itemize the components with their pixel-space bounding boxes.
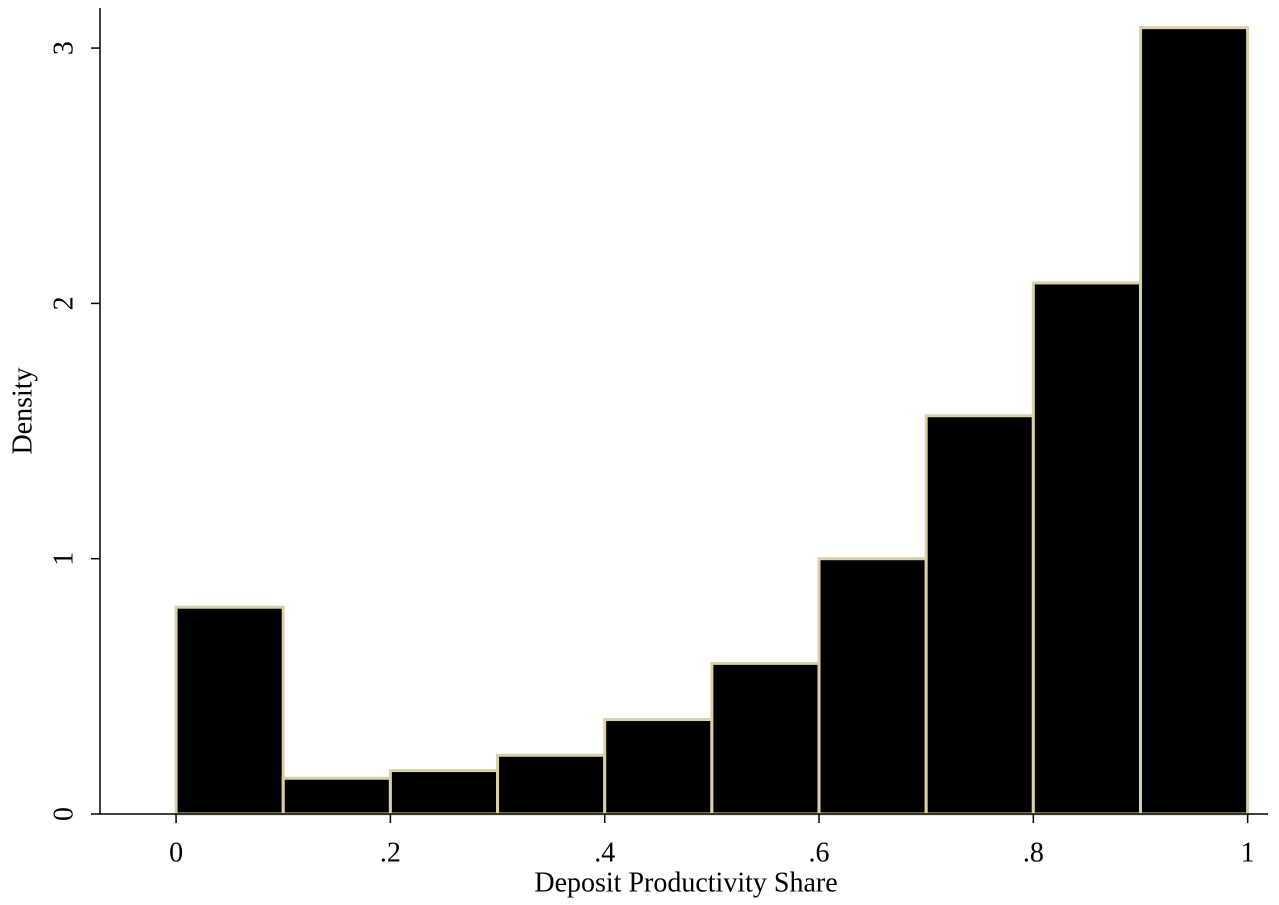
bar xyxy=(388,769,500,816)
x-tick-label: .6 xyxy=(809,837,830,868)
x-tick-label: .4 xyxy=(594,837,615,868)
y-tick-label: 0 xyxy=(48,807,79,821)
y-tick-label: 1 xyxy=(48,552,79,566)
bar xyxy=(817,557,928,816)
bar xyxy=(281,776,392,816)
bar xyxy=(1031,281,1142,816)
bar xyxy=(710,661,821,816)
x-tick-label: 1 xyxy=(1241,837,1255,868)
y-tick-label: 2 xyxy=(48,296,79,310)
bar xyxy=(496,753,607,816)
y-tick-label: 3 xyxy=(48,41,79,55)
bar xyxy=(174,605,285,816)
y-axis-title: Density xyxy=(7,367,38,454)
bar xyxy=(1138,26,1250,816)
x-tick-label: .2 xyxy=(380,837,401,868)
x-tick-label: .8 xyxy=(1023,837,1044,868)
x-tick-label: 0 xyxy=(169,837,183,868)
x-axis-title: Deposit Productivity Share xyxy=(534,867,837,898)
bar xyxy=(603,718,714,816)
bar xyxy=(924,414,1035,816)
